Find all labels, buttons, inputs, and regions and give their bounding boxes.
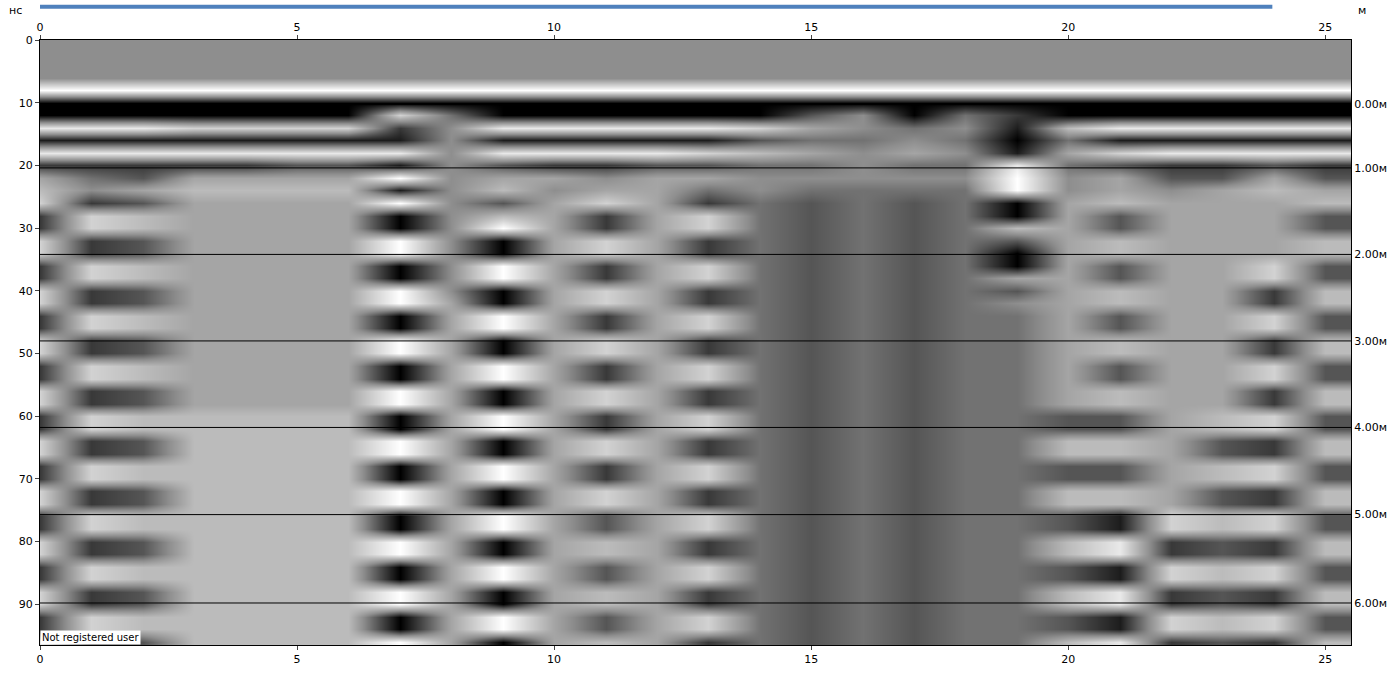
svg-text:20: 20	[1061, 653, 1075, 666]
svg-text:5: 5	[294, 21, 301, 34]
svg-text:5: 5	[294, 653, 301, 666]
svg-text:м: м	[1358, 4, 1366, 17]
svg-text:20: 20	[1061, 21, 1075, 34]
svg-text:15: 15	[804, 653, 818, 666]
svg-text:10: 10	[547, 653, 561, 666]
svg-text:4.00м: 4.00м	[1354, 421, 1387, 434]
svg-text:2.00м: 2.00м	[1354, 248, 1387, 261]
svg-text:90: 90	[19, 598, 33, 611]
svg-text:30: 30	[19, 222, 33, 235]
svg-text:0.00м: 0.00м	[1354, 98, 1387, 111]
svg-text:25: 25	[1318, 21, 1332, 34]
svg-text:5.00м: 5.00м	[1354, 508, 1387, 521]
svg-text:50: 50	[19, 347, 33, 360]
svg-text:25: 25	[1318, 653, 1332, 666]
svg-text:10: 10	[547, 21, 561, 34]
svg-text:Not registered user: Not registered user	[42, 632, 139, 643]
svg-text:3.00м: 3.00м	[1354, 335, 1387, 348]
svg-text:70: 70	[19, 473, 33, 486]
svg-text:60: 60	[19, 410, 33, 423]
svg-text:40: 40	[19, 285, 33, 298]
svg-text:10: 10	[19, 97, 33, 110]
svg-text:15: 15	[804, 21, 818, 34]
svg-text:1.00м: 1.00м	[1354, 162, 1387, 175]
svg-text:20: 20	[19, 159, 33, 172]
svg-text:0: 0	[37, 21, 44, 34]
svg-text:нс: нс	[9, 4, 22, 17]
svg-text:0: 0	[26, 34, 33, 47]
svg-text:80: 80	[19, 535, 33, 548]
svg-text:6.00м: 6.00м	[1354, 597, 1387, 610]
svg-text:0: 0	[37, 653, 44, 666]
